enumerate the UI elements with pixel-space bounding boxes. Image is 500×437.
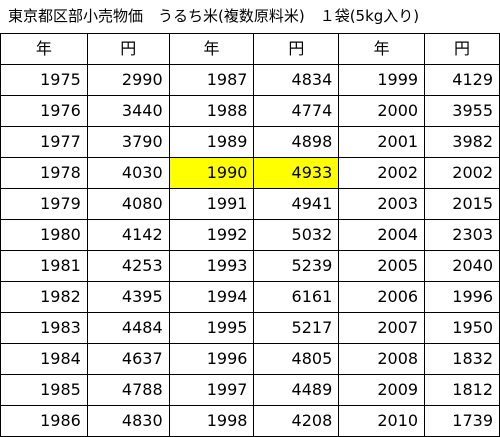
price-cell: 4030 [86, 157, 170, 189]
price-cell: 5239 [253, 250, 340, 282]
price-cell: 4933 [253, 157, 340, 189]
year-cell: 1984 [0, 343, 88, 375]
year-cell: 1986 [0, 405, 88, 437]
price-cell: 1812 [424, 374, 500, 406]
price-cell: 1950 [424, 312, 500, 344]
year-cell: 1979 [0, 188, 88, 220]
year-cell: 1981 [0, 250, 88, 282]
header-year-3: 年 [338, 33, 426, 65]
price-cell: 5032 [253, 219, 340, 251]
year-cell: 1999 [338, 64, 426, 96]
table-row: 1975 2990 1987 4834 1999 4129 [0, 64, 500, 96]
price-cell: 3440 [86, 95, 170, 127]
year-cell: 1995 [168, 312, 255, 344]
price-cell: 4830 [86, 405, 170, 437]
table-row: 1977 3790 1989 4898 2001 3982 [0, 126, 500, 158]
price-cell: 4788 [86, 374, 170, 406]
year-cell: 2002 [338, 157, 426, 189]
year-cell: 1989 [168, 126, 255, 158]
year-cell: 1976 [0, 95, 88, 127]
price-cell: 1739 [424, 405, 500, 437]
price-cell: 4774 [253, 95, 340, 127]
year-cell: 1975 [0, 64, 88, 96]
price-cell: 1996 [424, 281, 500, 313]
price-cell: 4489 [253, 374, 340, 406]
header-yen-2: 円 [253, 33, 340, 65]
year-cell: 1982 [0, 281, 88, 313]
table-row: 1986 4830 1998 4208 2010 1739 [0, 405, 500, 437]
year-cell: 1990 [168, 157, 255, 189]
table-row: 1976 3440 1988 4774 2000 3955 [0, 95, 500, 127]
table-row: 1985 4788 1997 4489 2009 1812 [0, 374, 500, 406]
price-cell: 2015 [424, 188, 500, 220]
price-cell: 2040 [424, 250, 500, 282]
table-row: 1978 4030 1990 4933 2002 2002 [0, 157, 500, 189]
price-cell: 4142 [86, 219, 170, 251]
header-year-2: 年 [168, 33, 255, 65]
table-row: 1980 4142 1992 5032 2004 2303 [0, 219, 500, 251]
price-cell: 4484 [86, 312, 170, 344]
year-cell: 1996 [168, 343, 255, 375]
table-row: 1984 4637 1996 4805 2008 1832 [0, 343, 500, 375]
year-cell: 1980 [0, 219, 88, 251]
year-cell: 2005 [338, 250, 426, 282]
year-cell: 1992 [168, 219, 255, 251]
table-row: 1983 4484 1995 5217 2007 1950 [0, 312, 500, 344]
header-row: 年 円 年 円 年 円 [0, 33, 500, 65]
header-year-1: 年 [0, 33, 88, 65]
price-cell: 4941 [253, 188, 340, 220]
price-cell: 1832 [424, 343, 500, 375]
price-cell: 2002 [424, 157, 500, 189]
year-cell: 1994 [168, 281, 255, 313]
price-cell: 4080 [86, 188, 170, 220]
price-cell: 4834 [253, 64, 340, 96]
year-cell: 1977 [0, 126, 88, 158]
year-cell: 1997 [168, 374, 255, 406]
year-cell: 2010 [338, 405, 426, 437]
price-cell: 4805 [253, 343, 340, 375]
year-cell: 2006 [338, 281, 426, 313]
table-row: 1982 4395 1994 6161 2006 1996 [0, 281, 500, 313]
price-cell: 6161 [253, 281, 340, 313]
price-cell: 4129 [424, 64, 500, 96]
year-cell: 1993 [168, 250, 255, 282]
price-cell: 3982 [424, 126, 500, 158]
price-cell: 4395 [86, 281, 170, 313]
year-cell: 2003 [338, 188, 426, 220]
table-row: 1981 4253 1993 5239 2005 2040 [0, 250, 500, 282]
year-cell: 2000 [338, 95, 426, 127]
price-cell: 4637 [86, 343, 170, 375]
year-cell: 2001 [338, 126, 426, 158]
year-cell: 1991 [168, 188, 255, 220]
year-cell: 2008 [338, 343, 426, 375]
table-title: 東京都区部小売物価 うるち米(複数原料米) １袋(5kg入り) [8, 7, 420, 25]
price-cell: 3790 [86, 126, 170, 158]
year-cell: 2004 [338, 219, 426, 251]
year-cell: 2007 [338, 312, 426, 344]
price-cell: 4253 [86, 250, 170, 282]
year-cell: 1978 [0, 157, 88, 189]
price-cell: 3955 [424, 95, 500, 127]
header-yen-3: 円 [424, 33, 500, 65]
price-cell: 5217 [253, 312, 340, 344]
price-cell: 4898 [253, 126, 340, 158]
year-cell: 1983 [0, 312, 88, 344]
year-cell: 1988 [168, 95, 255, 127]
price-table: 年 円 年 円 年 円 1975 2990 1987 4834 1999 4129 1976… [0, 33, 500, 437]
year-cell: 1985 [0, 374, 88, 406]
price-cell: 4208 [253, 405, 340, 437]
price-cell: 2990 [86, 64, 170, 96]
price-cell: 2303 [424, 219, 500, 251]
table-row: 1979 4080 1991 4941 2003 2015 [0, 188, 500, 220]
header-yen-1: 円 [86, 33, 170, 65]
year-cell: 2009 [338, 374, 426, 406]
year-cell: 1998 [168, 405, 255, 437]
year-cell: 1987 [168, 64, 255, 96]
